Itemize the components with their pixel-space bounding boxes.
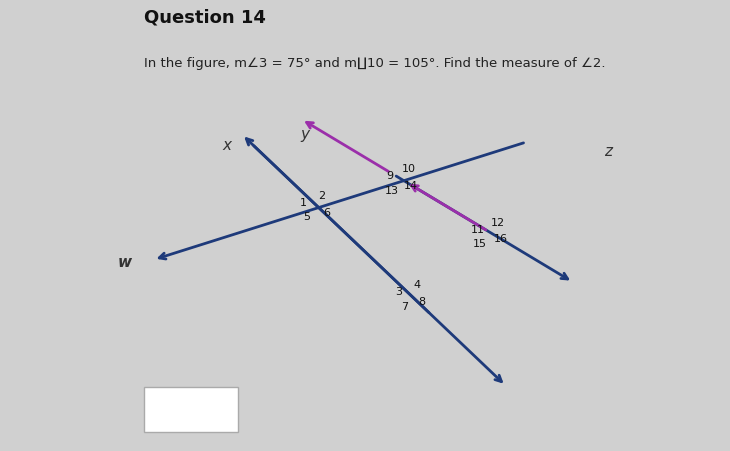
Text: 10: 10 (402, 164, 416, 174)
Text: z: z (604, 144, 612, 159)
Text: 3: 3 (396, 287, 402, 297)
Text: 16: 16 (493, 235, 507, 244)
Text: 4: 4 (413, 281, 420, 290)
Text: 7: 7 (402, 302, 409, 312)
Text: 13: 13 (385, 185, 399, 196)
Text: 12: 12 (491, 218, 504, 228)
Text: 5: 5 (304, 212, 310, 222)
Text: 15: 15 (473, 239, 487, 249)
Text: 14: 14 (404, 180, 418, 191)
Text: x: x (223, 138, 232, 153)
Text: y: y (300, 127, 309, 143)
Text: In the figure, m∠3 = 75° and m∐10 = 105°. Find the measure of ∠2.: In the figure, m∠3 = 75° and m∐10 = 105°… (144, 57, 605, 70)
Text: 11: 11 (471, 225, 485, 235)
FancyBboxPatch shape (144, 387, 238, 432)
Text: 8: 8 (418, 297, 426, 307)
Text: 6: 6 (323, 207, 330, 217)
Text: Question 14: Question 14 (144, 8, 266, 26)
Text: 9: 9 (386, 171, 393, 181)
Text: 2: 2 (318, 191, 325, 201)
Text: w: w (118, 255, 132, 271)
Text: 1: 1 (299, 198, 307, 207)
